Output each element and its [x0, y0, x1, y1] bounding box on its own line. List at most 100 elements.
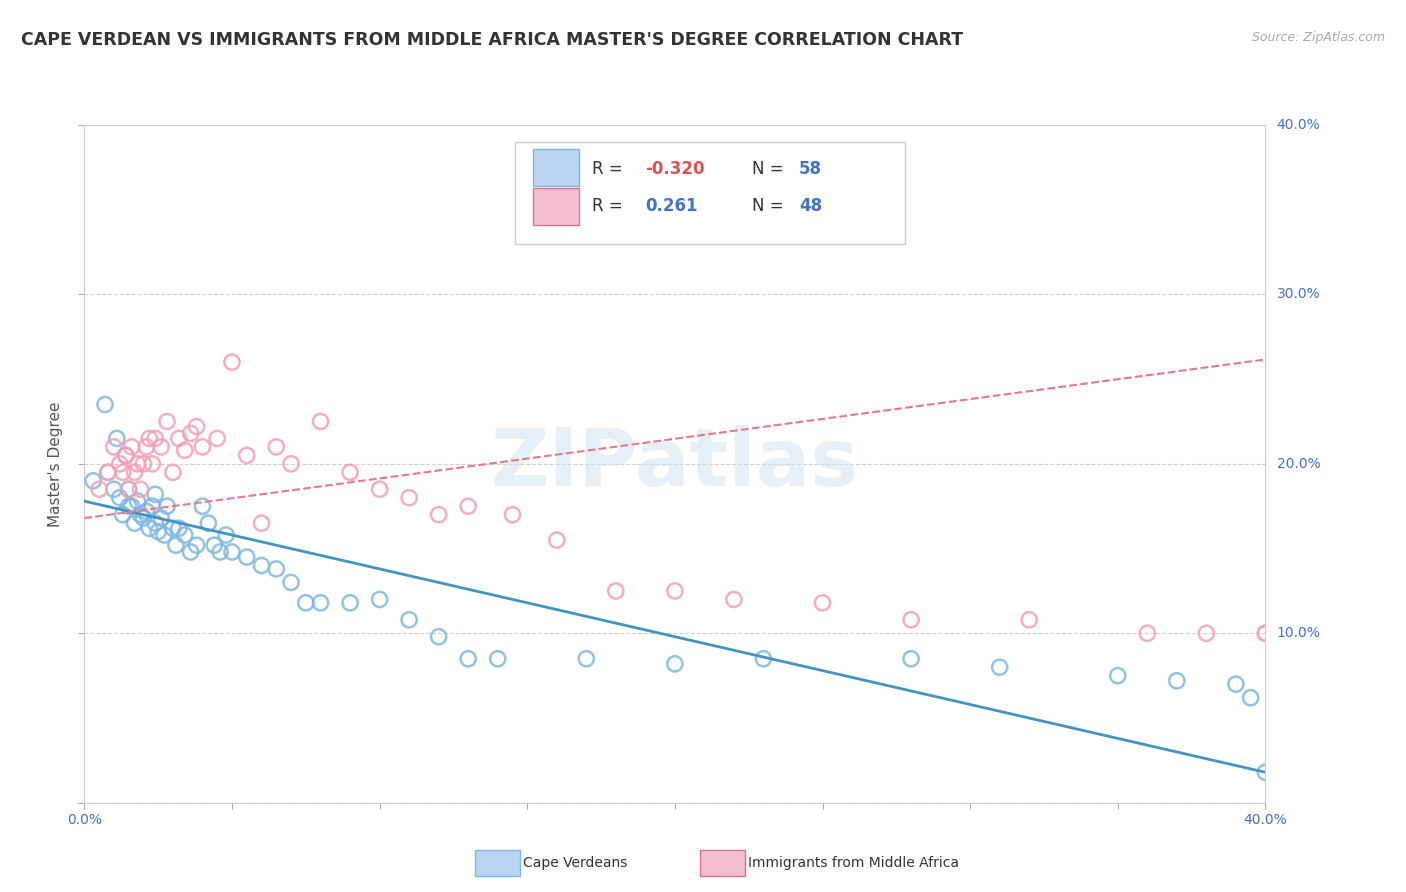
Point — [97, 466, 120, 480]
Point — [108, 457, 131, 471]
Text: R =: R = — [592, 197, 628, 215]
Point — [235, 449, 259, 463]
Point — [546, 533, 568, 547]
Text: 48: 48 — [799, 197, 823, 215]
Point — [1166, 673, 1188, 688]
Point — [111, 466, 134, 480]
Point — [191, 440, 214, 454]
Text: R =: R = — [592, 160, 628, 178]
Point — [202, 538, 225, 552]
Point — [1018, 613, 1040, 627]
Text: 10.0%: 10.0% — [1277, 626, 1320, 640]
Point — [264, 440, 288, 454]
Point — [1240, 690, 1263, 705]
Point — [1225, 677, 1247, 691]
Point — [811, 596, 834, 610]
Point — [124, 466, 146, 480]
Point — [132, 457, 155, 471]
Point — [250, 516, 273, 530]
Point — [94, 398, 117, 412]
Point — [108, 491, 131, 505]
Point — [191, 500, 214, 514]
Point — [156, 500, 179, 514]
Point — [197, 516, 219, 530]
Point — [138, 432, 160, 446]
Point — [339, 596, 361, 610]
Point — [138, 521, 160, 535]
Point — [664, 657, 686, 671]
Point — [127, 494, 149, 508]
Point — [167, 432, 190, 446]
Point — [129, 482, 152, 496]
Point — [1195, 626, 1218, 640]
Point — [141, 500, 163, 514]
Point — [339, 466, 361, 480]
Point — [118, 482, 141, 496]
Text: Immigrants from Middle Africa: Immigrants from Middle Africa — [748, 856, 959, 871]
Text: ZIPatlas: ZIPatlas — [491, 425, 859, 503]
Point — [280, 575, 302, 590]
Point — [186, 538, 208, 552]
Text: -0.320: -0.320 — [645, 160, 704, 178]
Point — [209, 545, 232, 559]
Point — [121, 500, 143, 514]
Text: N =: N = — [752, 197, 789, 215]
Point — [114, 449, 136, 463]
Point — [309, 596, 332, 610]
Point — [295, 596, 318, 610]
Point — [173, 443, 195, 458]
Point — [280, 457, 302, 471]
Point — [124, 516, 146, 530]
Point — [156, 414, 179, 429]
Point — [165, 538, 187, 552]
Point — [221, 545, 243, 559]
Point — [457, 651, 479, 665]
Point — [105, 432, 128, 446]
Point — [221, 355, 243, 369]
Point — [141, 457, 163, 471]
Point — [127, 457, 149, 471]
Text: CAPE VERDEAN VS IMMIGRANTS FROM MIDDLE AFRICA MASTER'S DEGREE CORRELATION CHART: CAPE VERDEAN VS IMMIGRANTS FROM MIDDLE A… — [21, 31, 963, 49]
Point — [135, 440, 157, 454]
Point — [215, 528, 238, 542]
Point — [186, 419, 208, 434]
Point — [988, 660, 1011, 674]
Point — [368, 592, 391, 607]
Point — [162, 466, 184, 480]
Point — [900, 613, 922, 627]
Text: 40.0%: 40.0% — [1277, 118, 1320, 132]
Point — [111, 508, 134, 522]
Text: 58: 58 — [799, 160, 823, 178]
Point — [900, 651, 922, 665]
Point — [118, 482, 141, 496]
Point — [87, 482, 111, 496]
Point — [150, 511, 173, 525]
Point — [129, 508, 152, 522]
Text: 20.0%: 20.0% — [1277, 457, 1320, 471]
Point — [153, 528, 176, 542]
Point — [150, 440, 173, 454]
Point — [1136, 626, 1159, 640]
Point — [162, 521, 184, 535]
Point — [143, 516, 166, 530]
Point — [427, 508, 450, 522]
Point — [250, 558, 273, 573]
Point — [1254, 765, 1277, 780]
Point — [180, 545, 202, 559]
Point — [103, 482, 125, 496]
Point — [135, 504, 157, 518]
Point — [457, 500, 479, 514]
Point — [309, 414, 332, 429]
Point — [486, 651, 509, 665]
Point — [148, 524, 170, 539]
Point — [143, 487, 166, 501]
Point — [398, 491, 420, 505]
Point — [103, 440, 125, 454]
FancyBboxPatch shape — [533, 188, 579, 225]
Text: Source: ZipAtlas.com: Source: ZipAtlas.com — [1251, 31, 1385, 45]
Point — [118, 500, 141, 514]
Point — [501, 508, 523, 522]
Point — [132, 511, 155, 525]
Point — [167, 521, 190, 535]
Text: N =: N = — [752, 160, 789, 178]
